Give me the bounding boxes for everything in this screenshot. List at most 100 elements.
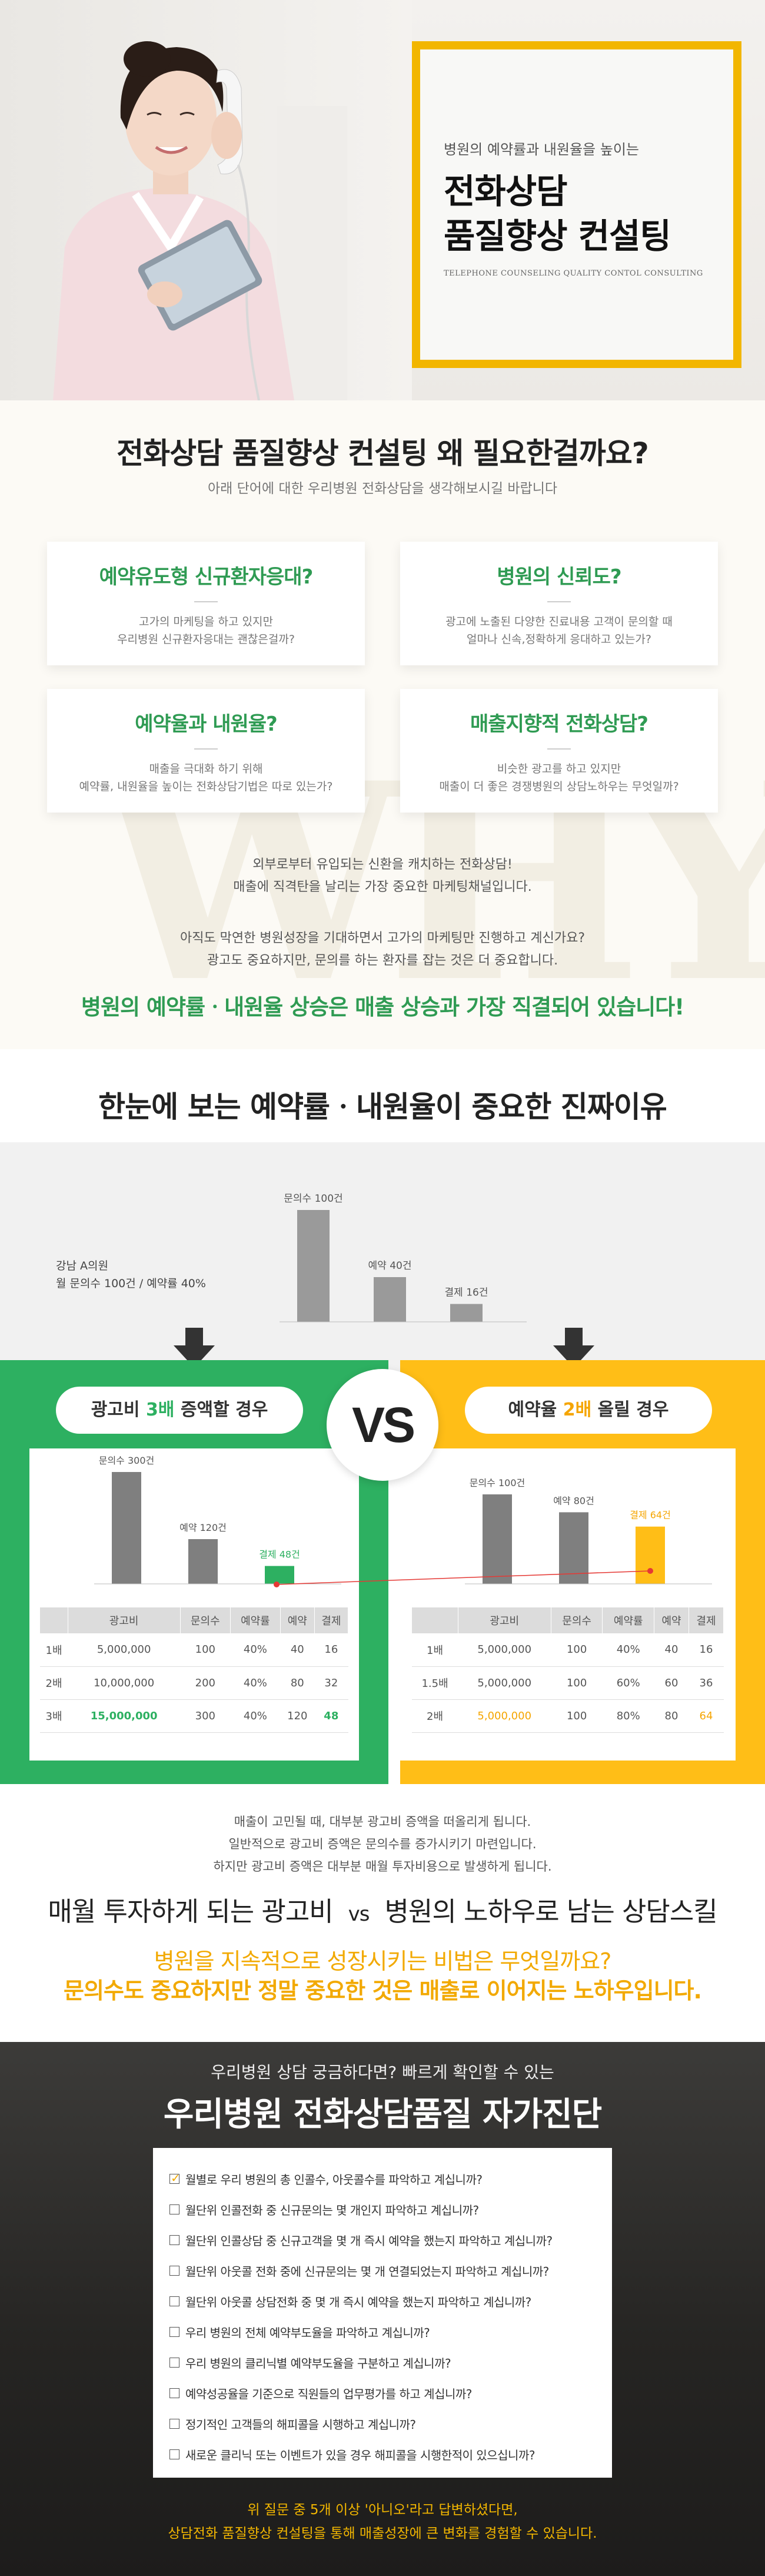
table-cell: 40	[654, 1633, 689, 1667]
checkbox[interactable]	[169, 2326, 179, 2337]
bar-label: 문의수 300건	[99, 1455, 155, 1466]
checklist-item[interactable]: 월별로 우리 병원의 총 인콜수, 아웃콜수를 파악하고 계십니까?	[169, 2163, 612, 2194]
checkbox[interactable]	[169, 2418, 179, 2429]
checklist-item[interactable]: 월단위 아웃콜 전화 중에 신규문의는 몇 개 연결되었는지 파악하고 계십니까…	[169, 2255, 612, 2286]
diagnosis-footer: 상담전화 품질향상 컨설팅을 통해 매출성장에 큰 변화를 경험할 수 있습니다…	[168, 2526, 597, 2541]
bar-3	[265, 1566, 294, 1584]
table-cell: 36	[688, 1666, 724, 1700]
label-text: 예약율	[508, 1400, 563, 1420]
checklist-item[interactable]: 월단위 인콜상담 중 신규고객을 몇 개 즉시 예약을 했는지 파악하고 계십니…	[169, 2224, 612, 2255]
col-header: 예약	[654, 1607, 689, 1633]
bar-label: 결제 48건	[259, 1549, 300, 1560]
table-cell: 300	[180, 1699, 231, 1733]
card-text: 매출이 더 좋은 경쟁병원의 상담노하우는 무엇일까?	[439, 780, 679, 793]
col-header: 문의수	[551, 1607, 603, 1633]
bar-label: 예약 80건	[553, 1495, 594, 1506]
card-title: 예약유도형 신규환자응대?	[99, 565, 314, 589]
secret-question: 병원을 지속적으로 성장시키는 비법은 무엇일까요?	[154, 1948, 612, 1974]
checklist-item[interactable]: 월단위 인콜전화 중 신규문의는 몇 개인지 파악하고 계십니까?	[169, 2194, 612, 2224]
comparison-headline: 매월 투자하게 되는 광고비 vs 병원의 노하우로 남는 상담스킬	[0, 1890, 765, 1928]
checklist-text: 우리 병원의 전체 예약부도율을 파악하고 계십니까?	[185, 2325, 430, 2340]
question-card: 병원의 신뢰도? 광고에 노출된 다양한 진료내용 고객이 문의할 때 얼마나 …	[400, 542, 718, 665]
bar-label: 결제 64건	[630, 1510, 671, 1521]
bar-1	[483, 1494, 512, 1584]
table-cell: 5,000,000	[458, 1633, 551, 1667]
why-paragraph: 외부로부터 유입되는 신환을 캐치하는 전화상담! 매출에 직격탄을 날리는 가…	[0, 854, 765, 899]
table-cell: 10,000,000	[68, 1666, 181, 1700]
hero-title-line2: 품질향상 컨설팅	[444, 216, 671, 256]
bar-label: 예약 120건	[179, 1522, 227, 1533]
checkbox[interactable]	[169, 2265, 179, 2276]
checklist-text: 월별로 우리 병원의 총 인콜수, 아웃콜수를 파악하고 계십니까?	[185, 2172, 483, 2187]
col-header: 광고비	[458, 1607, 551, 1633]
booking-rate-table: 광고비 문의수 예약률 예약 결제 1배 5,000,000 100 40% 40 16 …	[412, 1607, 724, 1733]
bar-3	[636, 1526, 665, 1584]
table-cell: 32	[314, 1666, 348, 1700]
card-text: 고가의 마케팅을 하고 있지만	[139, 615, 273, 628]
checklist-item[interactable]: 예약성공율을 기준으로 직원들의 업무평가를 하고 계십니까?	[169, 2378, 612, 2408]
checklist-text: 정기적인 고객들의 해피콜을 시행하고 계십니까?	[185, 2417, 416, 2432]
col-header: 예약률	[230, 1607, 281, 1633]
comparison-right: 병원의 노하우로 남는 상담스킬	[384, 1896, 718, 1927]
table-cell: 15,000,000	[68, 1699, 181, 1733]
table-cell: 1배	[40, 1633, 68, 1667]
cost-explanation: 매출이 고민될 때, 대부분 광고비 증액을 떠올리게 됩니다. 일반적으로 광…	[0, 1811, 765, 1878]
col-header: 예약률	[602, 1607, 655, 1633]
card-divider	[194, 601, 218, 602]
comparison-vs: vs	[348, 1902, 370, 1926]
reason-title: 한눈에 보는 예약률ㆍ내원율이 중요한 진짜이유	[98, 1090, 667, 1124]
label-highlight: 3배	[145, 1400, 175, 1420]
checkbox[interactable]	[169, 2204, 179, 2214]
table-cell: 100	[551, 1666, 603, 1700]
checklist-text: 우리 병원의 클리닉별 예약부도율을 구분하고 계십니까?	[185, 2356, 451, 2371]
table-cell: 16	[314, 1633, 348, 1667]
checkbox[interactable]	[169, 2388, 179, 2398]
table-cell: 3배	[40, 1699, 68, 1733]
table-cell: 100	[551, 1699, 603, 1733]
scenario-card: 문의수 100건 예약 80건 결제 64건 광고비 문의수 예약률 예약 결제 1…	[400, 1448, 736, 1761]
card-divider	[547, 748, 571, 750]
checklist-item[interactable]: 새로운 클리닉 또는 이벤트가 있을 경우 해피콜을 시행한적이 있으십니까?	[169, 2439, 612, 2469]
checkbox[interactable]	[169, 2357, 179, 2368]
checklist-text: 예약성공율을 기준으로 직원들의 업무평가를 하고 계십니까?	[185, 2386, 472, 2401]
table-cell: 5,000,000	[458, 1699, 551, 1733]
table-cell: 100	[180, 1633, 231, 1667]
table-cell: 40%	[230, 1666, 281, 1700]
bar-3	[450, 1304, 483, 1322]
table-cell: 120	[280, 1699, 315, 1733]
label-text: 증액할 경우	[174, 1400, 268, 1420]
checkbox[interactable]	[169, 2171, 180, 2185]
checklist-text: 월단위 인콜상담 중 신규고객을 몇 개 즉시 예약을 했는지 파악하고 계십니…	[185, 2233, 553, 2248]
scenario-label: 예약율 2배 올릴 경우	[465, 1387, 712, 1434]
col-header: 결제	[688, 1607, 724, 1633]
checklist-item[interactable]: 정기적인 고객들의 해피콜을 시행하고 계십니까?	[169, 2408, 612, 2439]
checkbox[interactable]	[169, 2234, 179, 2245]
checklist-item[interactable]: 우리 병원의 전체 예약부도율을 파악하고 계십니까?	[169, 2316, 612, 2347]
card-divider	[547, 601, 571, 602]
bar-label: 문의수 100건	[284, 1193, 342, 1205]
checklist-item[interactable]: 우리 병원의 클리닉별 예약부도율을 구분하고 계십니까?	[169, 2347, 612, 2378]
table-cell: 60%	[602, 1666, 654, 1700]
scenario-label: 광고비 3배 증액할 경우	[56, 1387, 303, 1434]
col-header	[412, 1607, 458, 1633]
self-diagnosis-section: 우리병원 상담 궁금하다면? 빠르게 확인할 수 있는 우리병원 전화상담품질 …	[0, 2042, 765, 2576]
table-cell: 60	[654, 1666, 689, 1700]
checklist-item[interactable]: 월단위 아웃콜 상담전화 중 몇 개 즉시 예약을 했는지 파악하고 계십니까?	[169, 2286, 612, 2316]
table-cell: 40%	[230, 1633, 281, 1667]
hero-subtitle: 병원의 예약률과 내원율을 높이는	[444, 141, 640, 158]
card-text: 광고에 노출된 다양한 진료내용 고객이 문의할 때	[445, 615, 673, 628]
card-text: 예약률, 내원율을 높이는 전화상담기법은 따로 있는가?	[79, 780, 333, 793]
why-paragraph: 아직도 막연한 병원성장을 기대하면서 고가의 마케팅만 진행하고 계신가요? …	[0, 927, 765, 972]
table-cell: 80	[280, 1666, 315, 1700]
bar-2	[374, 1277, 406, 1322]
paragraph-line: 일반적으로 광고비 증액은 문의수를 증가시키기 마련입니다.	[228, 1837, 537, 1851]
bar-label: 예약 40건	[368, 1260, 412, 1272]
checkbox[interactable]	[169, 2296, 179, 2306]
checkbox[interactable]	[169, 2449, 179, 2459]
paragraph-line: 아직도 막연한 병원성장을 기대하면서 고가의 마케팅만 진행하고 계신가요?	[179, 931, 586, 946]
card-text: 얼마나 신속,정확하게 응대하고 있는가?	[467, 633, 651, 646]
arrow-down-icon	[174, 1328, 215, 1368]
booking-rate-scenario-panel: 예약율 2배 올릴 경우 문의수 100건 예약 80건 결제 64건 광고비 문의…	[400, 1360, 765, 1784]
